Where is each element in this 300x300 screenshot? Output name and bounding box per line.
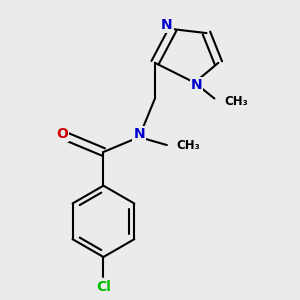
Text: N: N bbox=[191, 78, 203, 92]
Text: O: O bbox=[56, 127, 68, 141]
Text: Cl: Cl bbox=[96, 280, 111, 294]
Text: CH₃: CH₃ bbox=[224, 95, 248, 108]
Text: N: N bbox=[133, 127, 145, 141]
Text: CH₃: CH₃ bbox=[177, 139, 200, 152]
Text: N: N bbox=[161, 18, 173, 32]
